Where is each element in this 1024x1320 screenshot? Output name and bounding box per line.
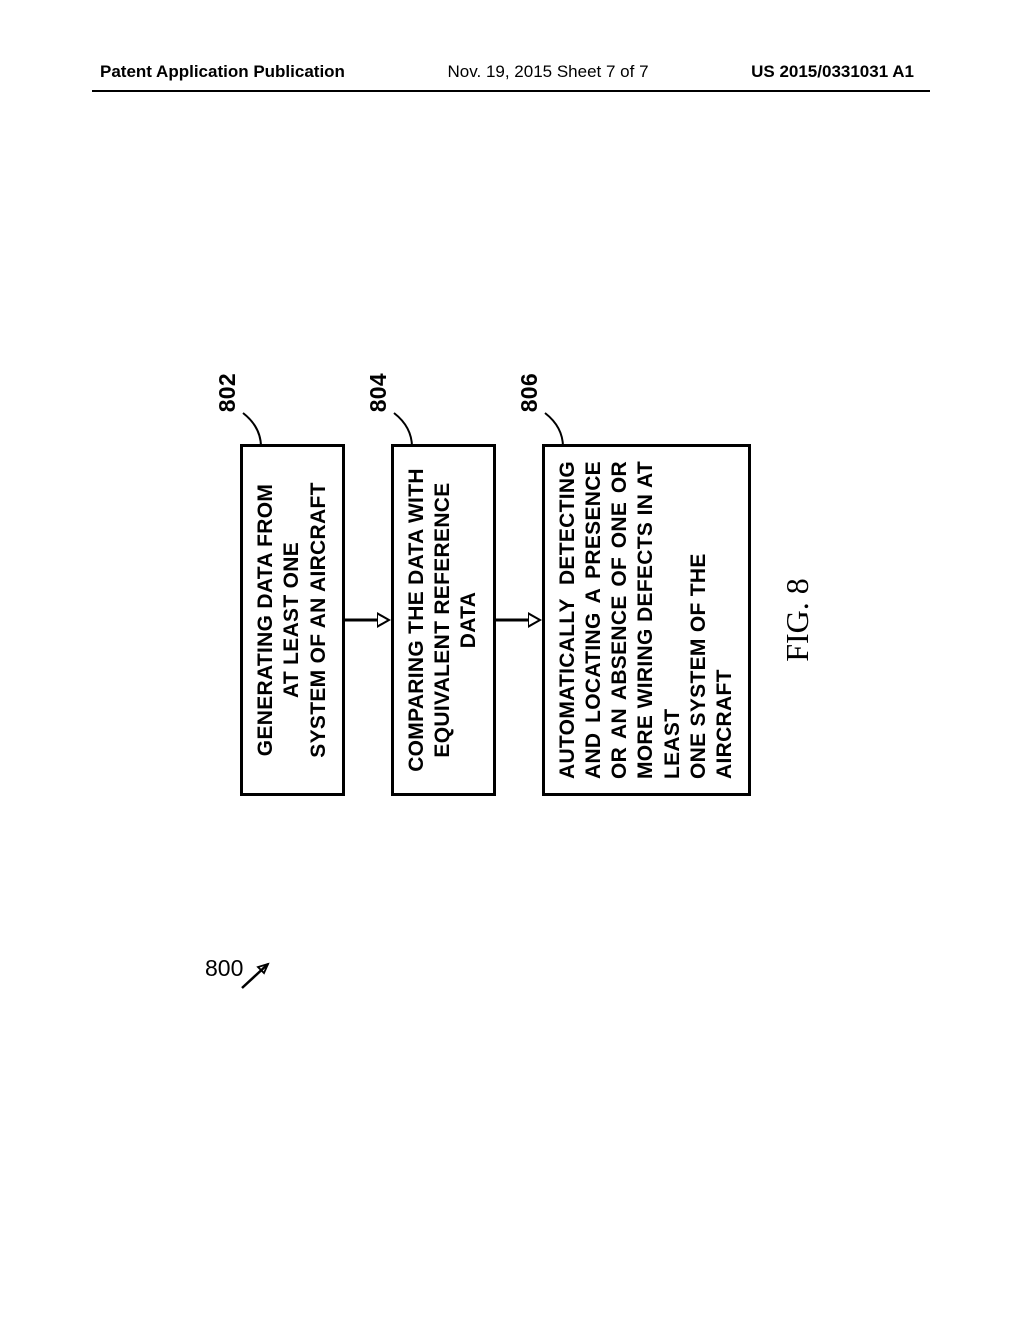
flow-box-2: COMPARING THE DATA WITH EQUIVALENT REFER… <box>391 444 496 796</box>
ref-label-2: 804 <box>364 373 393 412</box>
arrow-line-icon <box>496 619 530 622</box>
flow-arrow-2 <box>496 618 542 622</box>
flow-box-1: GENERATING DATA FROM AT LEAST ONE SYSTEM… <box>240 444 345 796</box>
figure-label: FIG. 8 <box>779 444 816 796</box>
page-header: Patent Application Publication Nov. 19, … <box>0 62 1024 82</box>
flow-arrow-1 <box>345 618 391 622</box>
flow-column: GENERATING DATA FROM AT LEAST ONE SYSTEM… <box>240 320 816 920</box>
flow-box-1-text: GENERATING DATA FROM AT LEAST ONE SYSTEM… <box>253 461 332 779</box>
ref-label-3: 806 <box>515 373 544 412</box>
ref-800-arrow-icon <box>240 958 280 998</box>
flowchart: GENERATING DATA FROM AT LEAST ONE SYSTEM… <box>240 320 800 920</box>
ref-leader-3-icon <box>541 405 567 447</box>
arrow-line-icon <box>345 619 379 622</box>
arrow-head-inner-icon <box>378 615 387 625</box>
ref-label-1: 802 <box>213 373 242 412</box>
flow-box-3: AUTOMATICALLY DETECTING AND LOCATING A P… <box>542 444 752 796</box>
header-right: US 2015/0331031 A1 <box>751 62 914 82</box>
flow-box-3-lastline: ONE SYSTEM OF THE AIRCRAFT <box>686 461 739 779</box>
flow-box-3-text: AUTOMATICALLY DETECTING AND LOCATING A P… <box>556 461 684 779</box>
header-center: Nov. 19, 2015 Sheet 7 of 7 <box>448 62 649 82</box>
ref-leader-1-icon <box>239 405 265 447</box>
ref-800-label: 800 <box>205 955 243 982</box>
ref-leader-2-icon <box>390 405 416 447</box>
arrow-head-inner-icon <box>529 615 538 625</box>
header-rule <box>92 90 930 92</box>
header-left: Patent Application Publication <box>100 62 345 82</box>
flow-box-2-text: COMPARING THE DATA WITH EQUIVALENT REFER… <box>404 461 483 779</box>
